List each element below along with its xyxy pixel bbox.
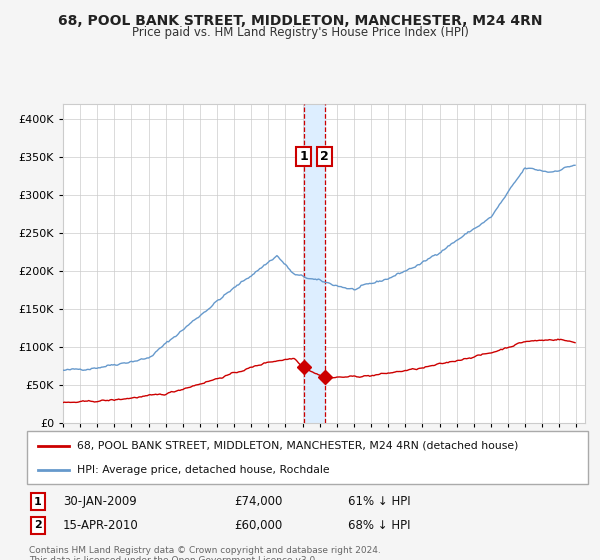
Text: £74,000: £74,000 bbox=[234, 495, 283, 508]
Text: 2: 2 bbox=[320, 150, 329, 164]
Text: 30-JAN-2009: 30-JAN-2009 bbox=[63, 495, 137, 508]
Text: 1: 1 bbox=[34, 497, 41, 507]
Text: 68, POOL BANK STREET, MIDDLETON, MANCHESTER, M24 4RN: 68, POOL BANK STREET, MIDDLETON, MANCHES… bbox=[58, 14, 542, 28]
Text: 1: 1 bbox=[299, 150, 308, 164]
Text: Price paid vs. HM Land Registry's House Price Index (HPI): Price paid vs. HM Land Registry's House … bbox=[131, 26, 469, 39]
Text: Contains HM Land Registry data © Crown copyright and database right 2024.
This d: Contains HM Land Registry data © Crown c… bbox=[29, 546, 380, 560]
FancyBboxPatch shape bbox=[27, 431, 588, 484]
Text: 61% ↓ HPI: 61% ↓ HPI bbox=[348, 495, 410, 508]
Text: 15-APR-2010: 15-APR-2010 bbox=[63, 519, 139, 532]
Bar bbox=[304, 104, 325, 423]
Text: £60,000: £60,000 bbox=[234, 519, 282, 532]
Text: 2: 2 bbox=[34, 520, 41, 530]
Text: 68% ↓ HPI: 68% ↓ HPI bbox=[348, 519, 410, 532]
Text: 68, POOL BANK STREET, MIDDLETON, MANCHESTER, M24 4RN (detached house): 68, POOL BANK STREET, MIDDLETON, MANCHES… bbox=[77, 441, 519, 451]
Text: HPI: Average price, detached house, Rochdale: HPI: Average price, detached house, Roch… bbox=[77, 465, 330, 475]
